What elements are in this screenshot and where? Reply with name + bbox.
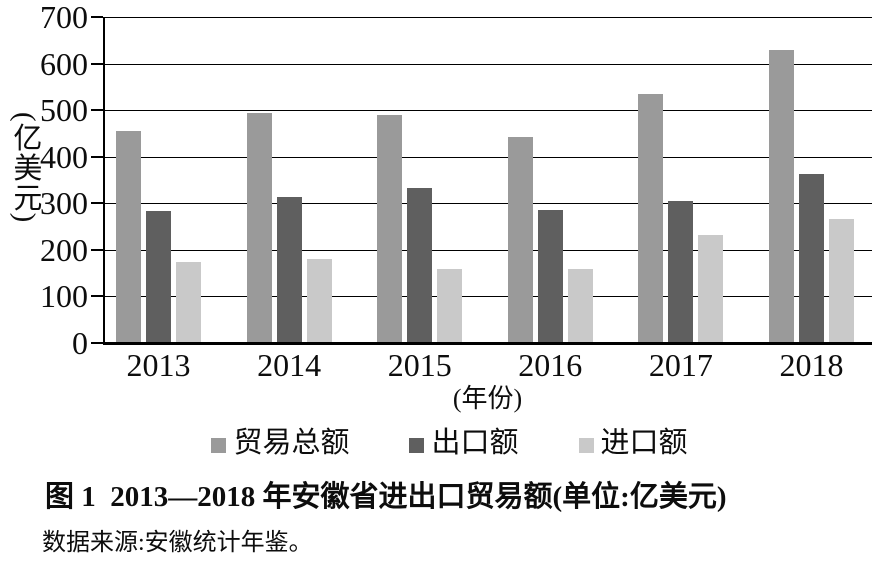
gridline-200 [103,249,872,251]
y-axis-title: (亿美元) [8,112,41,224]
plot-area [103,17,872,345]
y-tick-500 [91,109,103,112]
bar-total-2013 [116,131,141,343]
legend-label-import: 进口额 [600,427,688,459]
legend-swatch-import [578,437,594,453]
figure-caption: 图 1 2013—2018 年安徽省进出口贸易额(单位:亿美元) [45,481,727,513]
y-axis-line [103,17,105,345]
x-labels: 2013 2014 2015 2016 2017 2018 [103,348,872,382]
gridline-700 [103,17,872,18]
y-tick-400 [91,155,103,158]
legend-item-import: 进口额 [578,427,688,459]
gridline-600 [103,63,872,65]
bar-groups [103,17,872,343]
y-tick-600 [91,62,103,65]
gridline-100 [103,296,872,298]
y-tick-0 [91,342,103,344]
y-tick-label-300: 300 [40,185,88,222]
x-tick-label-2016: 2016 [518,347,583,383]
bar-group-2014 [246,17,332,343]
y-tick-label-600: 600 [40,45,88,82]
x-tick-label-2017: 2017 [648,347,713,383]
bar-export-2018 [798,174,824,343]
bar-import-2013 [176,261,201,343]
bar-import-2015 [437,269,463,343]
gridline-300 [103,203,872,205]
x-axis-title: (年份) [452,384,523,413]
bar-import-2016 [567,268,593,343]
legend-item-total: 贸易总额 [211,427,349,459]
x-axis-line [103,342,872,345]
bar-export-2017 [668,200,694,343]
bar-import-2014 [306,259,332,343]
bar-group-2018 [768,17,854,343]
y-tick-200 [91,248,103,251]
x-tick-label-2015: 2015 [387,347,452,383]
y-tick-labels: 0 100 200 300 400 500 600 700 [26,1,88,359]
y-tick-label-200: 200 [40,231,88,268]
bar-group-2016 [507,17,593,343]
bar-group-2017 [638,17,724,343]
data-source: 数据来源:安徽统计年鉴。 [42,530,313,556]
bar-export-2014 [276,197,302,343]
y-tick-label-500: 500 [40,92,88,129]
bar-group-2013 [116,17,201,343]
legend-item-export: 出口额 [409,427,519,459]
bar-total-2015 [377,114,403,343]
y-tick-label-0: 0 [72,325,88,361]
gridline-500 [103,110,872,112]
bar-import-2018 [828,218,854,343]
y-tick-100 [91,295,103,298]
bar-export-2016 [537,210,563,343]
y-tick-label-100: 100 [40,278,88,315]
y-tick-label-700: 700 [40,0,88,35]
x-tick-label-2013: 2013 [126,347,191,383]
bar-import-2017 [698,234,724,343]
legend-label-export: 出口额 [431,427,519,459]
bar-export-2013 [146,211,171,343]
legend-swatch-total [211,437,227,453]
bar-group-2015 [377,17,463,343]
legend-swatch-export [409,437,425,453]
y-tick-700 [91,16,103,18]
y-ticks [91,16,103,344]
y-tick-300 [91,202,103,205]
y-tick-label-400: 400 [40,138,88,175]
bar-total-2016 [507,136,533,343]
x-tick-label-2014: 2014 [257,347,322,383]
gridline-400 [103,156,872,158]
bar-export-2015 [407,188,433,343]
legend: 贸易总额 出口额 进口额 [65,427,834,459]
bar-total-2014 [246,113,272,343]
bar-total-2018 [768,49,794,343]
legend-label-total: 贸易总额 [233,427,350,459]
x-tick-label-2018: 2018 [779,347,844,383]
bar-total-2017 [638,93,664,343]
